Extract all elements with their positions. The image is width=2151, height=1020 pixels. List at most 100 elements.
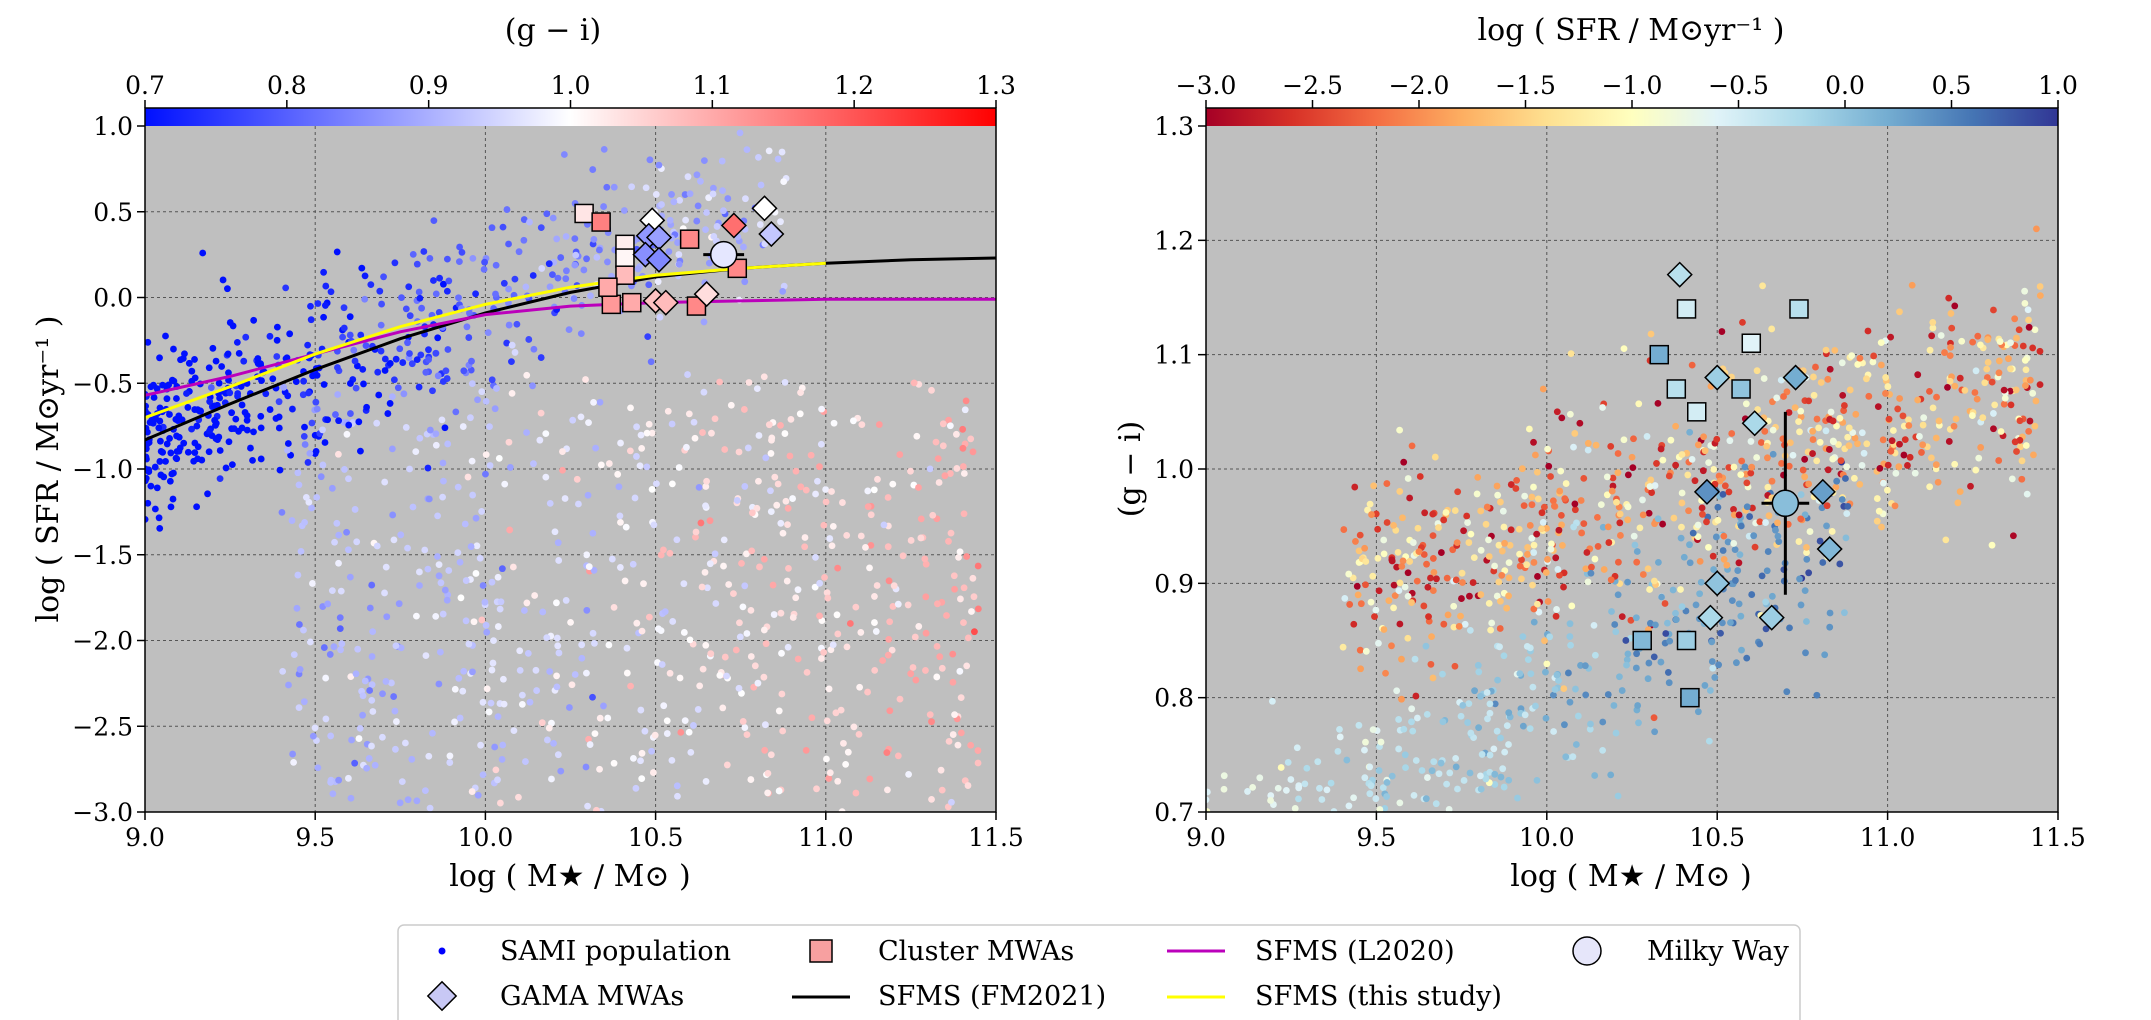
sami-point — [330, 643, 338, 651]
sami-point — [397, 531, 405, 539]
sami-point — [295, 704, 303, 712]
sami-point — [530, 460, 537, 468]
sami-point — [713, 223, 721, 230]
sami-point — [578, 654, 586, 662]
sami-point — [320, 644, 328, 651]
y-tick-label: 1.1 — [1154, 341, 1194, 370]
sami-point — [498, 755, 506, 763]
sami-point — [1836, 560, 1844, 568]
sami-point — [1858, 429, 1866, 437]
sami-point — [1611, 621, 1619, 628]
sami-point — [778, 148, 786, 156]
sami-point — [1723, 561, 1731, 569]
sami-point — [413, 612, 420, 620]
sami-point — [783, 577, 791, 585]
sami-point — [1495, 541, 1503, 549]
sami-point — [162, 457, 169, 465]
sami-point — [324, 416, 331, 424]
sami-point — [301, 518, 308, 526]
sami-point — [460, 667, 468, 675]
sami-point — [156, 524, 164, 532]
sami-point — [373, 419, 381, 427]
sami-point — [825, 775, 833, 782]
sami-point — [472, 514, 480, 522]
sami-point — [1457, 712, 1465, 720]
sami-point — [351, 357, 359, 365]
sami-point — [489, 659, 497, 667]
sami-point — [269, 375, 277, 383]
sami-point — [1725, 488, 1733, 496]
sami-point — [1493, 592, 1501, 600]
sami-point — [949, 731, 957, 738]
sami-point — [1801, 455, 1809, 463]
sami-point — [1929, 319, 1937, 326]
sami-point — [675, 260, 683, 268]
sami-point — [1410, 791, 1418, 799]
colorbar-tick-label: 0.0 — [1825, 71, 1865, 100]
sami-point — [520, 607, 528, 614]
sami-point — [505, 438, 513, 446]
sami-point — [562, 275, 570, 283]
sami-point — [1728, 373, 1735, 381]
sami-point — [550, 739, 557, 747]
sami-point — [191, 356, 198, 363]
sami-point — [1632, 664, 1640, 672]
sami-point — [413, 260, 421, 268]
sami-point — [649, 769, 657, 776]
sami-point — [1483, 503, 1491, 511]
sami-point — [359, 692, 367, 700]
sami-point — [1816, 537, 1824, 545]
sami-point — [698, 583, 706, 591]
sami-point — [327, 732, 335, 740]
colorbar-tick-label: 1.3 — [976, 71, 1016, 100]
sami-point — [610, 759, 618, 767]
sami-point — [738, 689, 745, 697]
sami-point — [1796, 575, 1803, 583]
sami-point — [336, 625, 344, 633]
sami-point — [1714, 503, 1722, 511]
legend-marker-cluster — [809, 939, 833, 963]
sami-point — [721, 446, 729, 453]
sami-point — [1628, 453, 1636, 461]
sami-point — [950, 572, 958, 580]
sami-point — [648, 485, 656, 493]
sami-point — [1772, 526, 1779, 534]
sami-point — [617, 519, 624, 526]
sami-point — [457, 594, 465, 602]
sami-point — [388, 393, 396, 400]
sami-point — [1826, 609, 1834, 617]
sami-point — [191, 439, 199, 447]
sami-point — [381, 478, 389, 486]
sami-point — [1561, 495, 1569, 502]
sami-point — [779, 727, 787, 735]
sami-point — [802, 486, 810, 494]
sami-point — [1529, 581, 1536, 589]
sami-point — [1345, 802, 1353, 810]
sami-point — [1566, 620, 1574, 628]
sami-point — [1409, 539, 1417, 546]
sami-point — [1440, 516, 1448, 524]
sami-point — [432, 612, 440, 620]
colorbar-tick-label: 1.0 — [2038, 71, 2078, 100]
sami-point — [1408, 718, 1415, 726]
sami-point — [300, 377, 308, 385]
sami-point — [1364, 506, 1371, 514]
sami-point — [1577, 662, 1584, 669]
sami-point — [889, 603, 897, 610]
sami-point — [974, 605, 982, 613]
sami-point — [1743, 503, 1751, 511]
sami-point — [1623, 661, 1630, 669]
sami-point — [486, 462, 494, 469]
sami-point — [250, 316, 258, 324]
sami-point — [199, 249, 207, 257]
sami-point — [163, 395, 171, 403]
sami-point — [1546, 633, 1554, 641]
sami-point — [960, 510, 968, 518]
sami-point — [328, 484, 336, 492]
sami-point — [1295, 795, 1302, 803]
sami-point — [1544, 598, 1552, 605]
sami-point — [456, 714, 464, 722]
sami-point — [907, 670, 915, 678]
sami-point — [852, 603, 860, 611]
sami-point — [1914, 396, 1922, 404]
